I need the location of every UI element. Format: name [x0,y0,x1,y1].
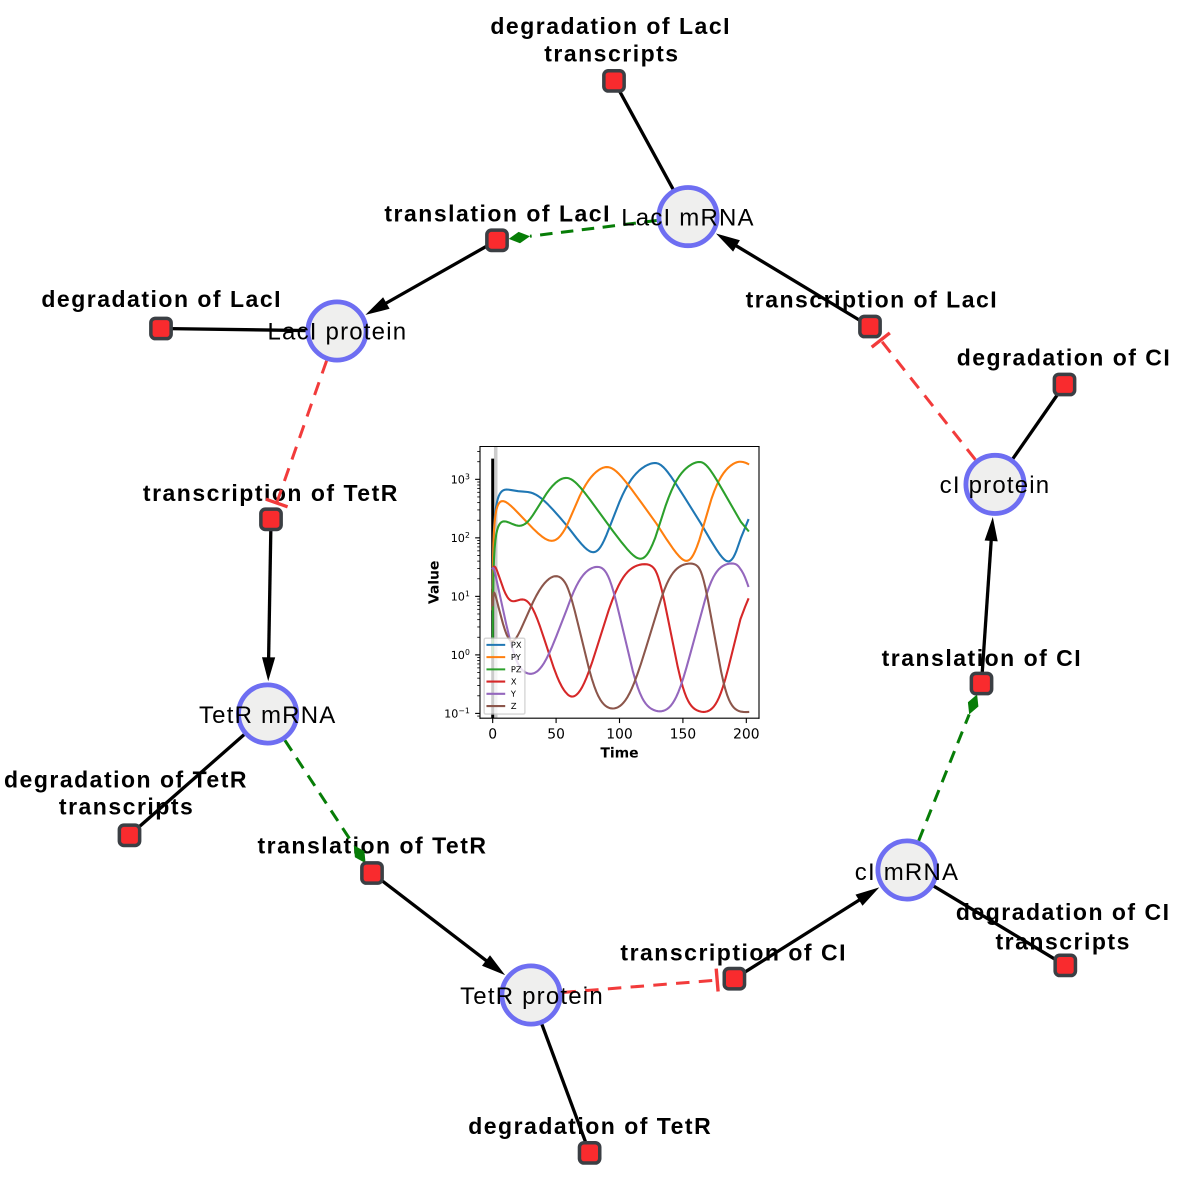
svg-text:TetR protein: TetR protein [460,983,604,1010]
svg-text:degradation of CI: degradation of CI [957,345,1172,371]
svg-text:LacI mRNA: LacI mRNA [621,204,755,231]
svg-text:degradation of LacI: degradation of LacI [41,286,282,312]
svg-text:transcripts: transcripts [544,41,679,67]
svg-text:translation of TetR: translation of TetR [258,833,488,859]
svg-text:cI mRNA: cI mRNA [855,859,959,886]
svg-text:TetR mRNA: TetR mRNA [199,702,336,729]
svg-text:degradation of CI: degradation of CI [956,899,1171,925]
svg-text:degradation of LacI: degradation of LacI [490,13,731,39]
svg-text:cI protein: cI protein [940,472,1051,499]
svg-text:degradation of TetR: degradation of TetR [4,767,248,793]
svg-text:transcripts: transcripts [996,929,1131,955]
svg-text:degradation of TetR: degradation of TetR [468,1113,712,1139]
svg-text:translation of LacI: translation of LacI [384,200,611,226]
svg-text:transcription of CI: transcription of CI [620,939,847,965]
svg-text:LacI protein: LacI protein [267,318,407,345]
svg-text:transcription of LacI: transcription of LacI [746,287,999,313]
